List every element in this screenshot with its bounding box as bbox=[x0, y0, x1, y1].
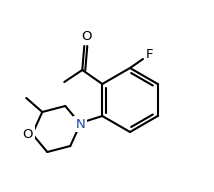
Text: F: F bbox=[146, 49, 154, 61]
Text: O: O bbox=[22, 127, 33, 141]
Text: N: N bbox=[75, 118, 85, 131]
Text: O: O bbox=[81, 31, 92, 44]
